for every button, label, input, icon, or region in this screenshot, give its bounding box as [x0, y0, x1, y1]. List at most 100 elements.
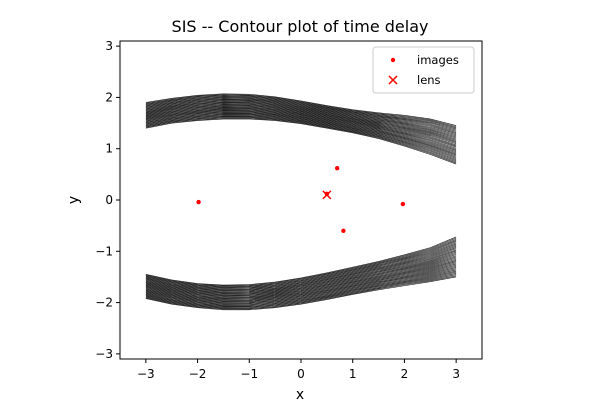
contour-line — [145, 242, 457, 290]
contour-line — [145, 241, 457, 289]
y-tick-label: 0 — [105, 193, 113, 207]
contour-line — [145, 275, 457, 310]
marker-layer — [196, 166, 406, 233]
legend-images-marker — [390, 57, 396, 63]
contour-line — [145, 106, 457, 147]
y-tick-label: −3 — [95, 347, 113, 361]
contour-line — [145, 244, 457, 291]
legend: images lens — [372, 46, 475, 94]
contour-line — [145, 110, 457, 153]
x-tick-label: −2 — [189, 367, 207, 381]
contour-line — [145, 256, 457, 298]
contour-line — [145, 109, 457, 150]
tick-layer: −3 −2 −1 0 1 2 3 −3 −2 −1 0 1 2 3 — [95, 39, 460, 381]
x-tick-label: 1 — [349, 367, 357, 381]
contour-line — [145, 103, 457, 142]
contour-line — [145, 237, 457, 287]
contour-line — [145, 117, 457, 163]
contour-line — [145, 236, 457, 286]
contour-line — [145, 245, 457, 292]
contour-line — [145, 116, 457, 162]
contour-line — [145, 111, 457, 154]
contour-line — [145, 248, 457, 293]
contour-line — [145, 112, 457, 156]
contour-line — [145, 114, 457, 159]
contour-line — [145, 93, 457, 126]
contour-line — [145, 247, 457, 293]
contour-line — [145, 99, 457, 136]
legend-lens-stroke-b — [388, 75, 398, 85]
contour-line — [145, 108, 457, 149]
contour-line — [145, 240, 457, 288]
contour-line — [145, 250, 457, 295]
image-point — [341, 228, 346, 233]
contour-band-upper — [145, 93, 457, 165]
contour-line — [145, 97, 457, 132]
contour-line — [145, 100, 457, 137]
y-tick-label: 3 — [105, 39, 113, 53]
contour-line — [145, 273, 457, 308]
contour-line — [145, 264, 457, 303]
contour-line — [145, 270, 457, 307]
x-tick-label: −3 — [137, 367, 155, 381]
contour-line — [145, 114, 457, 158]
contour-line — [145, 111, 457, 155]
y-tick-label: −2 — [95, 296, 113, 310]
contour-line — [145, 265, 457, 304]
contour-band-lower — [145, 236, 457, 311]
x-tick-label: 2 — [401, 367, 409, 381]
contour-line — [145, 276, 457, 311]
contour-line — [145, 107, 457, 148]
contour-line — [145, 261, 457, 301]
image-point — [335, 166, 340, 171]
contour-line — [145, 97, 457, 133]
contour-line — [145, 238, 457, 287]
contour-line — [145, 113, 457, 157]
contour-line — [145, 262, 457, 302]
x-tick-label: −1 — [240, 367, 258, 381]
contour-line — [145, 267, 457, 305]
contour-line — [145, 257, 457, 299]
y-tick-label: 1 — [105, 142, 113, 156]
y-tick-label: 2 — [105, 90, 113, 104]
lens-marker — [322, 190, 332, 200]
y-tick-label: −1 — [95, 244, 113, 258]
contour-line — [145, 101, 457, 139]
contour-layer — [145, 93, 457, 311]
contour-line — [145, 94, 457, 129]
contour-line — [145, 106, 457, 146]
contour-line — [145, 249, 457, 294]
contour-line — [145, 260, 457, 300]
lens-marker-stroke — [322, 190, 332, 200]
contour-line — [145, 103, 457, 141]
image-point — [400, 201, 406, 207]
x-tick-label: 3 — [452, 367, 460, 381]
contour-line — [145, 269, 457, 306]
contour-line — [145, 95, 457, 130]
chart-title: SIS -- Contour plot of time delay — [172, 17, 429, 36]
contour-line — [145, 118, 457, 165]
contour-line — [145, 115, 457, 160]
x-axis-label: x — [296, 387, 304, 400]
contour-line — [145, 105, 457, 145]
contour-line — [145, 258, 457, 300]
y-axis-label: y — [66, 196, 82, 204]
contour-line — [145, 109, 457, 151]
x-tick-label: 0 — [297, 367, 305, 381]
contour-line — [145, 274, 457, 309]
contour-line — [145, 255, 457, 298]
contour-line — [145, 268, 457, 306]
contour-line — [145, 271, 457, 308]
contour-line — [145, 96, 457, 131]
image-point — [196, 199, 201, 205]
contour-line — [145, 100, 457, 138]
contour-line — [145, 253, 457, 296]
contour-line — [145, 102, 457, 140]
legend-lens-marker — [388, 75, 398, 85]
legend-lens-label: lens — [417, 73, 441, 87]
contour-line — [145, 254, 457, 297]
contour-line — [145, 104, 457, 143]
contour-line — [145, 117, 457, 164]
